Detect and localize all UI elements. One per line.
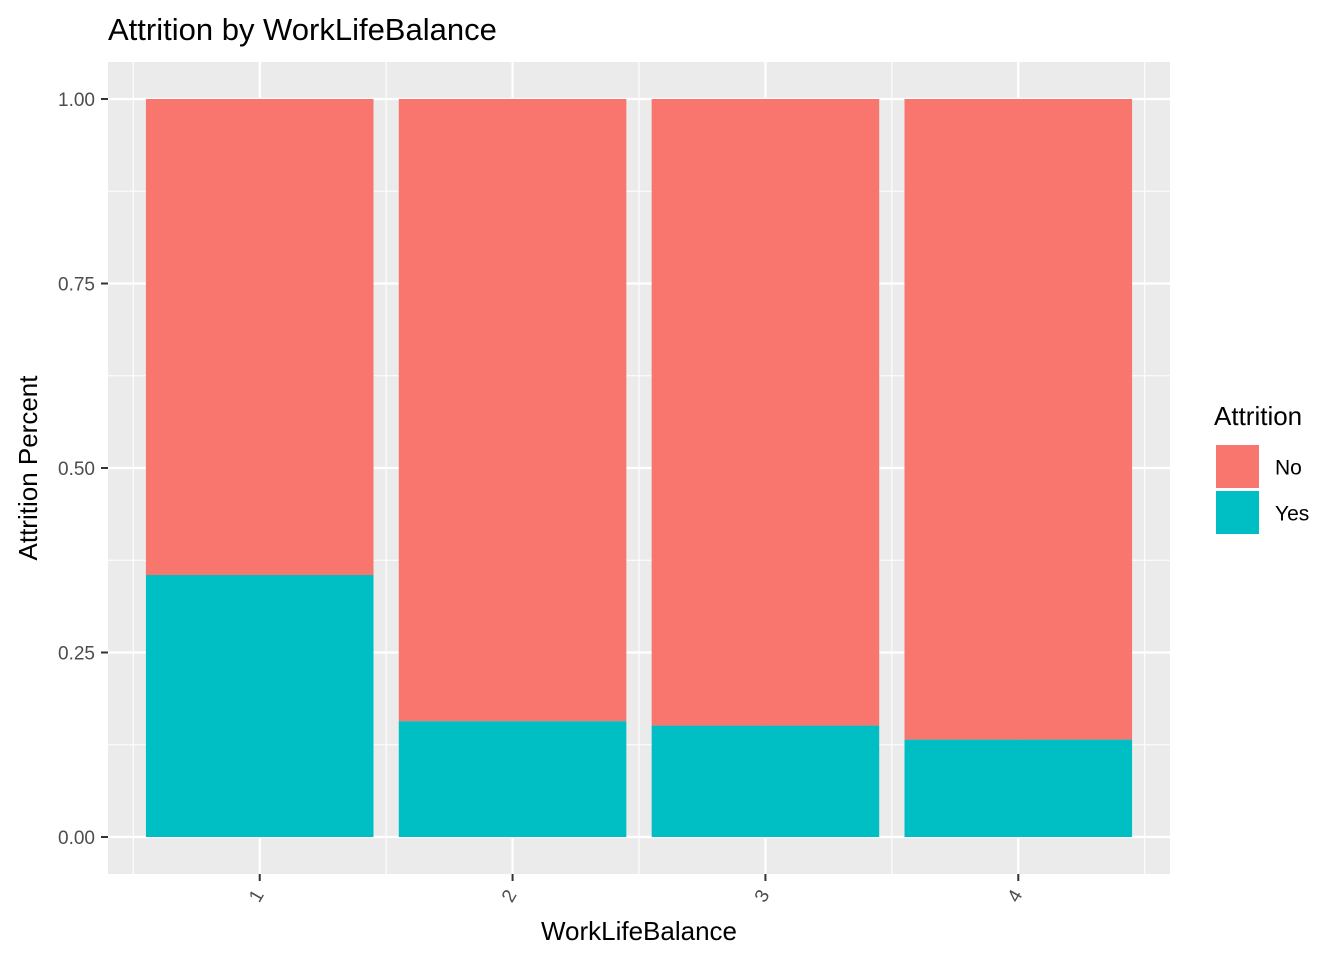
legend: Attrition No Yes bbox=[1214, 401, 1309, 534]
x-tick-label: 3 bbox=[751, 886, 774, 906]
bars bbox=[145, 99, 1133, 837]
x-tick-label: 1 bbox=[245, 886, 268, 906]
bar-yes-3 bbox=[651, 725, 880, 837]
x-axis: 1 2 3 4 bbox=[245, 874, 1027, 906]
y-tick-label: 0.25 bbox=[58, 644, 95, 665]
x-axis-title: WorkLifeBalance bbox=[541, 916, 737, 946]
x-tick-label: 2 bbox=[498, 886, 521, 906]
legend-title: Attrition bbox=[1214, 401, 1302, 431]
bar-no-4 bbox=[904, 99, 1133, 740]
y-tick-label: 0.00 bbox=[58, 828, 95, 849]
bar-no-3 bbox=[651, 99, 880, 726]
bar-yes-1 bbox=[145, 575, 374, 837]
x-tick-label: 4 bbox=[1004, 886, 1028, 906]
y-tick-label: 1.00 bbox=[58, 90, 95, 111]
legend-key-yes bbox=[1216, 491, 1259, 534]
y-axis-title: Attrition Percent bbox=[13, 375, 43, 561]
legend-key-no bbox=[1216, 445, 1259, 488]
chart-title: Attrition by WorkLifeBalance bbox=[108, 12, 497, 47]
bar-no-2 bbox=[398, 99, 627, 722]
bar-no-1 bbox=[145, 99, 374, 576]
legend-label-yes: Yes bbox=[1275, 503, 1309, 526]
y-tick-label: 0.50 bbox=[58, 459, 95, 480]
bar-yes-4 bbox=[904, 739, 1133, 837]
y-tick-label: 0.75 bbox=[58, 275, 95, 296]
legend-label-no: No bbox=[1275, 457, 1302, 480]
y-axis: 0.00 0.25 0.50 0.75 1.00 bbox=[58, 90, 108, 849]
bar-yes-2 bbox=[398, 721, 627, 837]
